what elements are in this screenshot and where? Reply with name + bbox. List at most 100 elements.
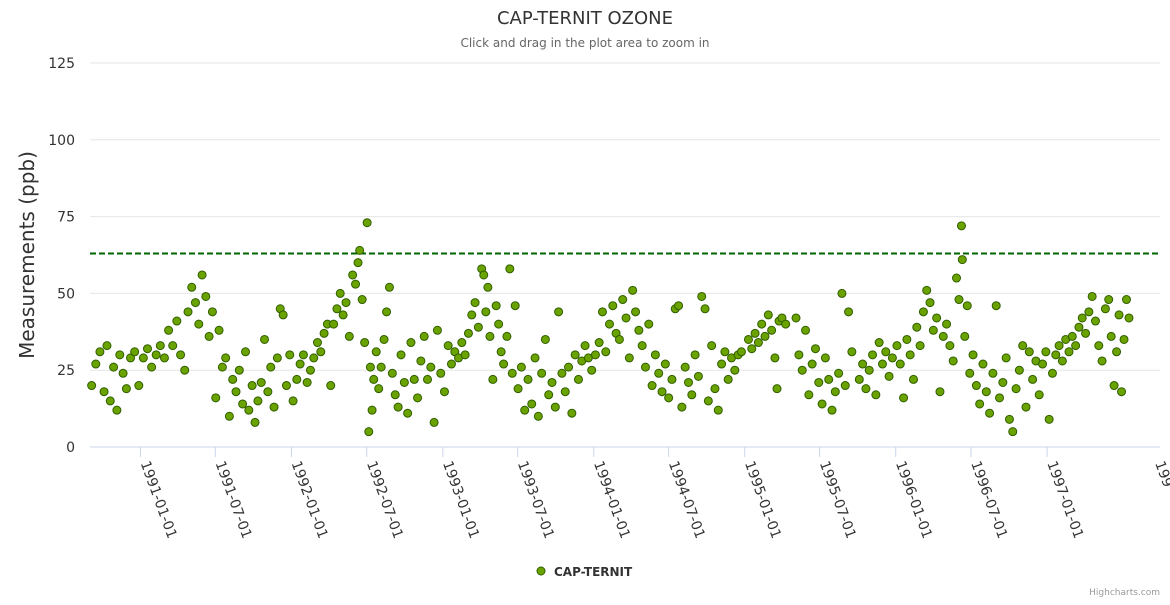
data-point[interactable]: [618, 295, 628, 305]
data-point[interactable]: [794, 350, 804, 360]
data-point[interactable]: [707, 341, 717, 351]
data-point[interactable]: [713, 405, 723, 415]
data-point[interactable]: [971, 381, 981, 391]
data-point[interactable]: [502, 331, 512, 341]
data-point[interactable]: [1081, 328, 1091, 338]
data-point[interactable]: [965, 368, 975, 378]
data-point[interactable]: [814, 377, 824, 387]
data-point[interactable]: [530, 353, 540, 363]
data-point[interactable]: [187, 282, 197, 292]
data-point[interactable]: [201, 291, 211, 301]
data-point[interactable]: [365, 362, 375, 372]
data-point[interactable]: [537, 368, 547, 378]
data-point[interactable]: [224, 411, 234, 421]
data-point[interactable]: [399, 377, 409, 387]
data-point[interactable]: [660, 359, 670, 369]
data-point[interactable]: [364, 427, 374, 437]
data-point[interactable]: [674, 301, 684, 311]
data-point[interactable]: [637, 341, 647, 351]
data-point[interactable]: [631, 307, 641, 317]
data-point[interactable]: [887, 353, 897, 363]
data-point[interactable]: [367, 405, 377, 415]
data-point[interactable]: [505, 264, 515, 274]
data-point[interactable]: [1112, 347, 1122, 357]
data-point[interactable]: [183, 307, 193, 317]
data-point[interactable]: [991, 301, 1001, 311]
data-point[interactable]: [95, 347, 105, 357]
data-point[interactable]: [134, 381, 144, 391]
data-point[interactable]: [269, 402, 279, 412]
data-point[interactable]: [172, 316, 182, 326]
data-point[interactable]: [1084, 307, 1094, 317]
data-point[interactable]: [1071, 341, 1081, 351]
legend[interactable]: CAP-TERNIT: [536, 565, 633, 579]
data-point[interactable]: [837, 288, 847, 298]
data-point[interactable]: [1119, 334, 1129, 344]
data-point[interactable]: [384, 282, 394, 292]
data-point[interactable]: [176, 350, 186, 360]
data-point[interactable]: [1014, 365, 1024, 375]
data-point[interactable]: [956, 221, 966, 231]
data-point[interactable]: [360, 338, 370, 348]
data-point[interactable]: [460, 350, 470, 360]
data-point[interactable]: [371, 347, 381, 357]
data-point[interactable]: [945, 341, 955, 351]
data-point[interactable]: [516, 362, 526, 372]
data-point[interactable]: [995, 393, 1005, 403]
data-point[interactable]: [1028, 374, 1038, 384]
data-point[interactable]: [1011, 384, 1021, 394]
data-point[interactable]: [344, 331, 354, 341]
data-point[interactable]: [1041, 347, 1051, 357]
data-point[interactable]: [390, 390, 400, 400]
data-point[interactable]: [895, 359, 905, 369]
data-point[interactable]: [1074, 322, 1084, 332]
data-point[interactable]: [180, 365, 190, 375]
data-point[interactable]: [316, 347, 326, 357]
series-points[interactable]: [87, 218, 1134, 437]
data-point[interactable]: [557, 368, 567, 378]
data-point[interactable]: [700, 304, 710, 314]
data-point[interactable]: [640, 362, 650, 372]
legend-marker-icon[interactable]: [536, 566, 546, 576]
data-point[interactable]: [102, 341, 112, 351]
data-point[interactable]: [326, 381, 336, 391]
data-point[interactable]: [387, 368, 397, 378]
data-point[interactable]: [221, 353, 231, 363]
data-point[interactable]: [207, 307, 217, 317]
data-point[interactable]: [341, 298, 351, 308]
data-point[interactable]: [932, 313, 942, 323]
data-point[interactable]: [697, 291, 707, 301]
data-point[interactable]: [763, 310, 773, 320]
data-point[interactable]: [369, 374, 379, 384]
data-point[interactable]: [594, 338, 604, 348]
data-point[interactable]: [130, 347, 140, 357]
data-point[interactable]: [436, 368, 446, 378]
data-point[interactable]: [948, 356, 958, 366]
data-point[interactable]: [126, 353, 136, 363]
data-point[interactable]: [985, 408, 995, 418]
data-point[interactable]: [810, 344, 820, 354]
data-point[interactable]: [142, 344, 152, 354]
data-point[interactable]: [804, 390, 814, 400]
data-point[interactable]: [260, 334, 270, 344]
data-point[interactable]: [877, 359, 887, 369]
data-point[interactable]: [194, 319, 204, 329]
data-point[interactable]: [1021, 402, 1031, 412]
data-point[interactable]: [981, 387, 991, 397]
data-point[interactable]: [446, 359, 456, 369]
data-point[interactable]: [376, 362, 386, 372]
data-point[interactable]: [256, 377, 266, 387]
data-point[interactable]: [935, 387, 945, 397]
data-point[interactable]: [159, 353, 169, 363]
data-point[interactable]: [952, 273, 962, 283]
data-point[interactable]: [854, 374, 864, 384]
credits-link[interactable]: Highcharts.com: [1089, 588, 1160, 598]
data-point[interactable]: [483, 282, 493, 292]
data-point[interactable]: [499, 359, 509, 369]
data-point[interactable]: [730, 365, 740, 375]
data-point[interactable]: [217, 362, 227, 372]
data-point[interactable]: [533, 411, 543, 421]
data-point[interactable]: [362, 218, 372, 228]
data-point[interactable]: [1018, 341, 1028, 351]
data-point[interactable]: [190, 298, 200, 308]
